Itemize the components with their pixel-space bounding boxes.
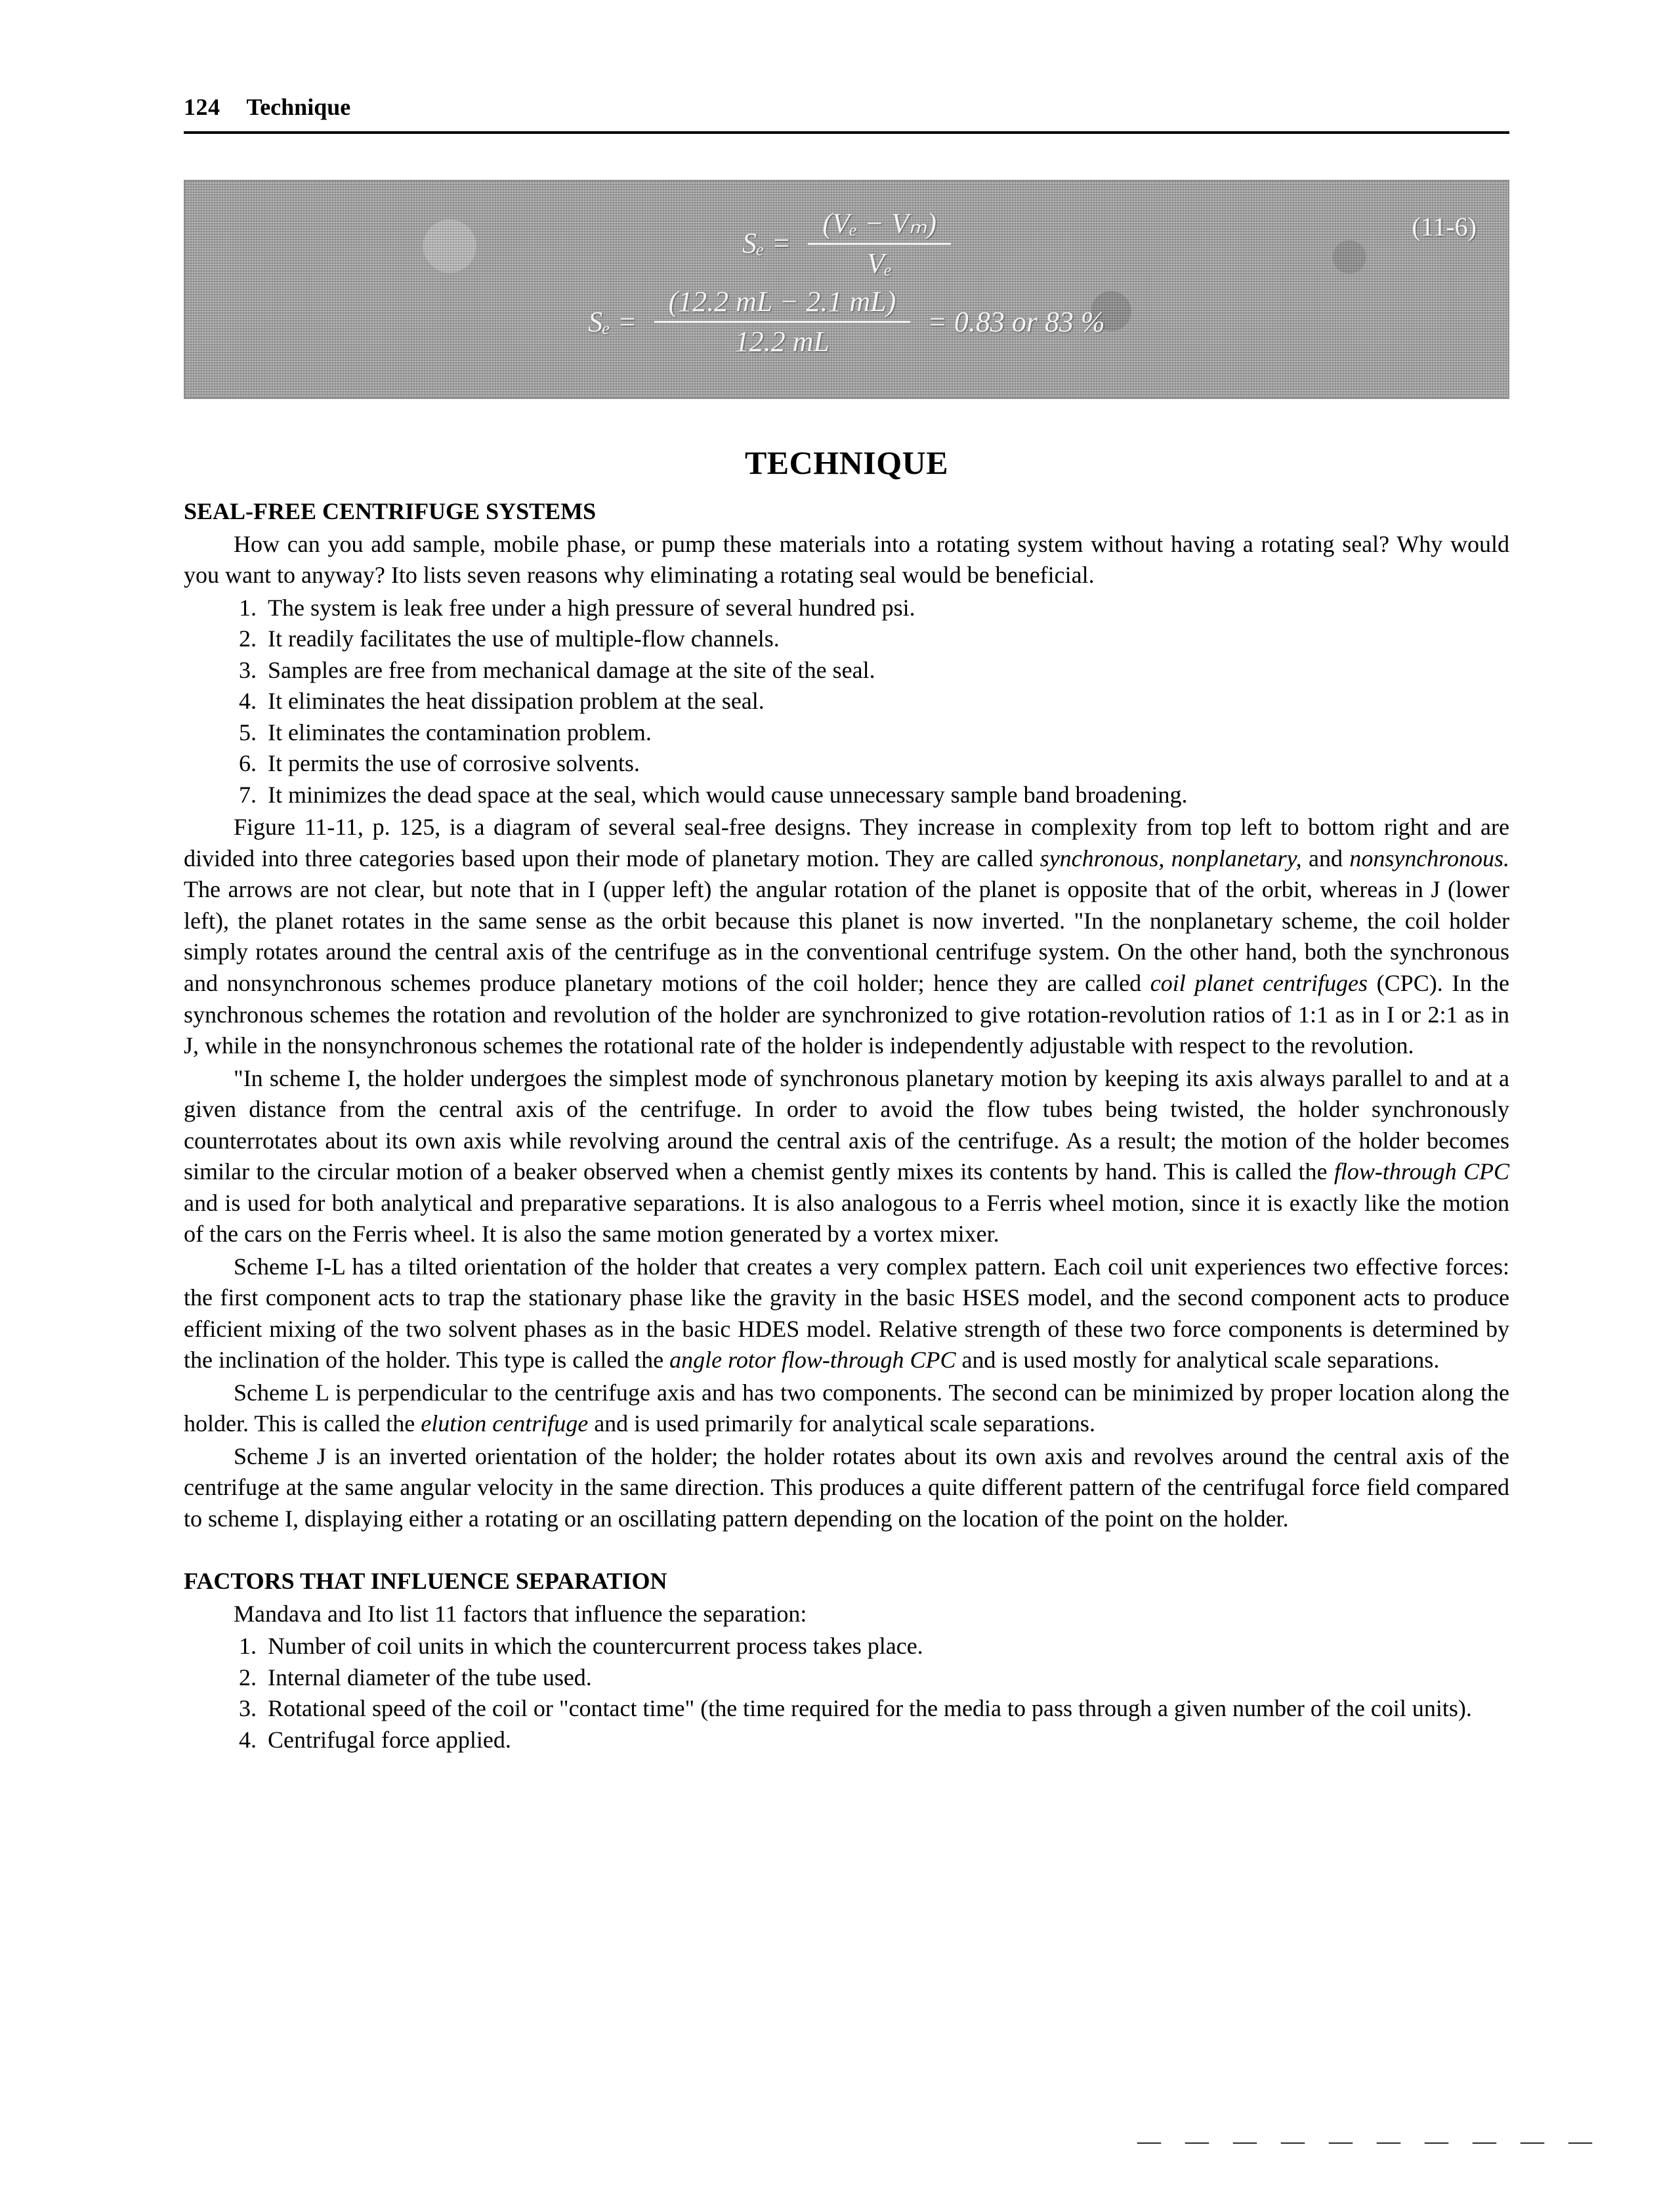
list-item: It eliminates the contamination problem. — [262, 717, 1509, 749]
eq1-denominator: Vₑ — [867, 245, 892, 279]
term-angle-rotor-cpc: angle rotor flow-through CPC — [669, 1347, 956, 1373]
text: and is used mostly for analytical scale … — [956, 1347, 1440, 1373]
list-item: Rotational speed of the coil or "contact… — [262, 1693, 1509, 1725]
equation-block: (11-6) Sₑ = (Vₑ − Vₘ) Vₑ Sₑ = (12.2 mL −… — [184, 180, 1509, 400]
list-item: Samples are free from mechanical damage … — [262, 655, 1509, 686]
page: 124 Technique (11-6) Sₑ = (Vₑ − Vₘ) Vₑ S… — [0, 0, 1680, 1888]
eq1-lhs: Sₑ = — [742, 224, 791, 263]
list-item: It minimizes the dead space at the seal,… — [262, 780, 1509, 811]
eq1-numerator: (Vₑ − Vₘ) — [808, 209, 951, 245]
footer-dashes: — — — — — — — — — — — [1137, 2127, 1601, 2154]
eq2-fraction: (12.2 mL − 2.1 mL) 12.2 mL — [654, 287, 911, 357]
section-heading-factors: FACTORS THAT INFLUENCE SEPARATION — [184, 1566, 1509, 1597]
center-title: TECHNIQUE — [184, 441, 1509, 484]
list-item: Internal diameter of the tube used. — [262, 1662, 1509, 1694]
term-coil-planet-centrifuges: coil planet centrifuges — [1150, 970, 1368, 996]
text: and is used for both analytical and prep… — [184, 1190, 1509, 1248]
list-item: It permits the use of corrosive solvents… — [262, 748, 1509, 780]
seal-free-intro: How can you add sample, mobile phase, or… — [184, 529, 1509, 591]
list-item: It readily facilitates the use of multip… — [262, 623, 1509, 655]
list-item: It eliminates the heat dissipation probl… — [262, 686, 1509, 717]
page-number: 124 — [184, 92, 220, 123]
eq1-fraction: (Vₑ − Vₘ) Vₑ — [808, 209, 951, 279]
list-item: Centrifugal force applied. — [262, 1725, 1509, 1756]
seal-free-para-3: Scheme I-L has a tilted orientation of t… — [184, 1251, 1509, 1376]
term-nonsynchronous: nonsynchronous. — [1349, 845, 1509, 872]
seal-free-para-5: Scheme J is an inverted orientation of t… — [184, 1441, 1509, 1535]
eq2-lhs: Sₑ = — [588, 303, 637, 341]
term-synchronous: synchronous, — [1040, 845, 1165, 872]
list-item: Number of coil units in which the counte… — [262, 1631, 1509, 1662]
term-flow-through-cpc: flow-through CPC — [1334, 1158, 1509, 1185]
equation-line-1: Sₑ = (Vₑ − Vₘ) Vₑ — [224, 209, 1469, 279]
term-elution-centrifuge: elution centrifuge — [421, 1410, 588, 1437]
text: and — [1302, 845, 1350, 872]
term-nonplanetary: nonplanetary, — [1171, 845, 1302, 872]
eq2-rhs: = 0.83 or 83 % — [927, 303, 1104, 341]
seal-free-para-2: "In scheme I, the holder undergoes the s… — [184, 1063, 1509, 1250]
text: and is used primarily for analytical sca… — [588, 1410, 1095, 1437]
section-heading-seal-free: SEAL-FREE CENTRIFUGE SYSTEMS — [184, 496, 1509, 528]
seal-free-reasons: The system is leak free under a high pre… — [184, 593, 1509, 811]
seal-free-para-4: Scheme L is perpendicular to the centrif… — [184, 1377, 1509, 1440]
equation-number: (11-6) — [1412, 210, 1477, 245]
list-item: The system is leak free under a high pre… — [262, 593, 1509, 624]
factors-intro: Mandava and Ito list 11 factors that inf… — [184, 1599, 1509, 1630]
factors-list: Number of coil units in which the counte… — [184, 1631, 1509, 1755]
seal-free-para-1: Figure 11-11, p. 125, is a diagram of se… — [184, 812, 1509, 1061]
equation-line-2: Sₑ = (12.2 mL − 2.1 mL) 12.2 mL = 0.83 o… — [224, 287, 1469, 357]
running-head: 124 Technique — [184, 92, 1509, 134]
eq2-denominator: 12.2 mL — [735, 323, 830, 357]
text — [1164, 845, 1171, 872]
text: "In scheme I, the holder undergoes the s… — [184, 1065, 1509, 1185]
eq2-numerator: (12.2 mL − 2.1 mL) — [654, 287, 911, 323]
running-title: Technique — [247, 92, 351, 123]
